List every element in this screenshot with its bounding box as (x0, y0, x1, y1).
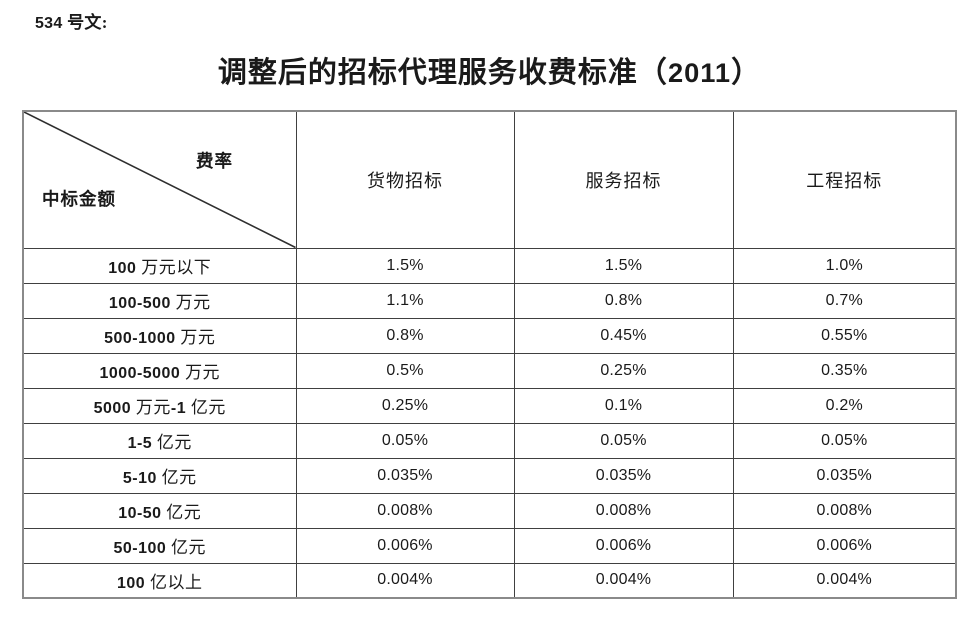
fee-value: 0.8% (295, 317, 515, 354)
diagonal-line (24, 112, 296, 248)
row-label: 5000 万元-1 亿元 (22, 387, 297, 424)
fee-value: 0.035% (732, 457, 957, 494)
column-header-engineering: 工程招标 (732, 110, 957, 249)
corner-label-rate: 费率 (196, 151, 233, 171)
row-label: 100 万元以下 (22, 247, 297, 284)
fee-value: 0.35% (732, 352, 957, 389)
diagonal-corner-cell: 费率 中标金额 (22, 110, 297, 249)
fee-value: 0.008% (732, 492, 957, 529)
table-row: 100 万元以下 1.5% 1.5% 1.0% (22, 247, 957, 284)
doc-number-label: 534 号文: (35, 13, 108, 32)
fee-value: 0.25% (295, 387, 515, 424)
fee-value: 0.008% (295, 492, 515, 529)
fee-value: 0.7% (732, 282, 957, 319)
row-label: 1-5 亿元 (22, 422, 297, 459)
row-label: 100 亿以上 (22, 562, 297, 599)
corner-label-amount: 中标金额 (42, 189, 116, 209)
fee-value: 0.8% (513, 282, 734, 319)
fee-value: 0.05% (513, 422, 734, 459)
row-label: 1000-5000 万元 (22, 352, 297, 389)
column-header-services: 服务招标 (513, 110, 734, 249)
fee-value: 0.035% (513, 457, 734, 494)
fee-value: 0.004% (295, 562, 515, 599)
table-row: 500-1000 万元 0.8% 0.45% 0.55% (22, 317, 957, 354)
table-row: 50-100 亿元 0.006% 0.006% 0.006% (22, 527, 957, 564)
fee-value: 0.55% (732, 317, 957, 354)
table-row: 100 亿以上 0.004% 0.004% 0.004% (22, 562, 957, 599)
column-header-goods: 货物招标 (295, 110, 515, 249)
fee-value: 0.006% (732, 527, 957, 564)
fee-value: 0.004% (513, 562, 734, 599)
table-row: 5-10 亿元 0.035% 0.035% 0.035% (22, 457, 957, 494)
fee-value: 0.05% (732, 422, 957, 459)
row-label: 50-100 亿元 (22, 527, 297, 564)
fee-value: 0.5% (295, 352, 515, 389)
fee-value: 0.004% (732, 562, 957, 599)
row-label: 100-500 万元 (22, 282, 297, 319)
fee-value: 0.45% (513, 317, 734, 354)
row-label: 5-10 亿元 (22, 457, 297, 494)
fee-value: 0.25% (513, 352, 734, 389)
table-row: 1-5 亿元 0.05% 0.05% 0.05% (22, 422, 957, 459)
table-row: 5000 万元-1 亿元 0.25% 0.1% 0.2% (22, 387, 957, 424)
fee-value: 0.035% (295, 457, 515, 494)
fee-value: 0.05% (295, 422, 515, 459)
fee-value: 0.1% (513, 387, 734, 424)
table-header-row: 费率 中标金额 货物招标 服务招标 工程招标 (22, 110, 957, 249)
fee-value: 0.006% (295, 527, 515, 564)
fee-value: 0.008% (513, 492, 734, 529)
table-row: 100-500 万元 1.1% 0.8% 0.7% (22, 282, 957, 319)
fee-value: 1.0% (732, 247, 957, 284)
table-row: 1000-5000 万元 0.5% 0.25% 0.35% (22, 352, 957, 389)
fee-value: 1.1% (295, 282, 515, 319)
row-label: 500-1000 万元 (22, 317, 297, 354)
table-row: 10-50 亿元 0.008% 0.008% 0.008% (22, 492, 957, 529)
page-title: 调整后的招标代理服务收费标准（2011） (217, 57, 762, 89)
fee-value: 1.5% (513, 247, 734, 284)
fee-value: 1.5% (295, 247, 515, 284)
fee-value: 0.2% (732, 387, 957, 424)
row-label: 10-50 亿元 (22, 492, 297, 529)
fee-rate-table: 费率 中标金额 货物招标 服务招标 工程招标 100 万元以下 1.5% 1.5… (22, 110, 957, 599)
fee-value: 0.006% (513, 527, 734, 564)
